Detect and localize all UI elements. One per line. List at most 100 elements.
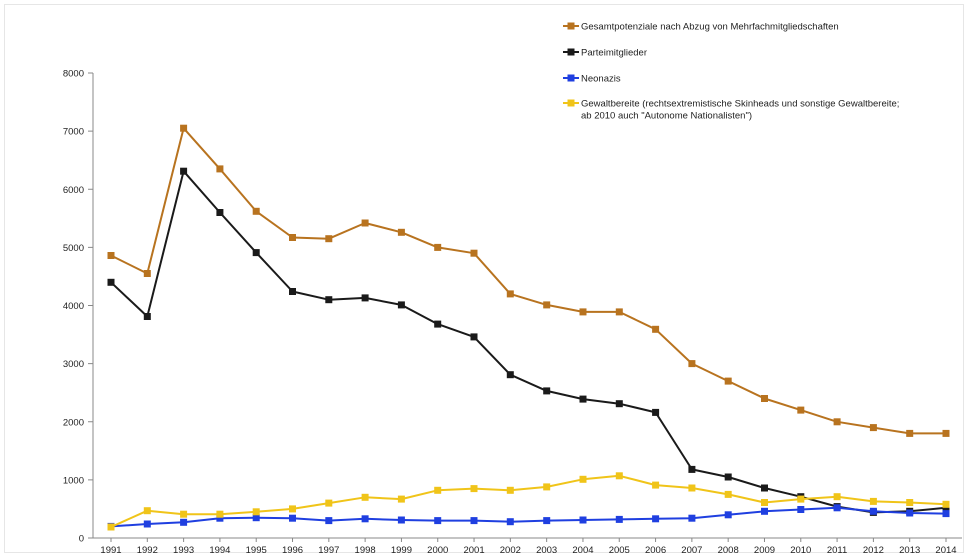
legend-label: ab 2010 auch "Autonome Nationalisten") [581, 111, 752, 122]
data-point [107, 252, 115, 259]
data-point [107, 278, 115, 286]
data-point [688, 514, 696, 522]
y-tick-label: 6000 [63, 185, 84, 196]
data-point [361, 515, 369, 523]
data-point [869, 497, 877, 505]
data-point [797, 495, 805, 503]
x-tick-label: 1993 [173, 545, 194, 556]
series-line [110, 127, 946, 435]
data-point [615, 400, 623, 408]
data-point [652, 515, 660, 523]
data-point [833, 504, 841, 512]
series-4 [107, 472, 950, 531]
x-tick-label: 1991 [100, 545, 121, 556]
x-tick-label: 1997 [318, 545, 339, 556]
data-point [543, 387, 551, 395]
y-tick-label: 5000 [63, 243, 84, 254]
data-point [942, 510, 950, 518]
legend: Gesamtpotenziale nach Abzug von Mehrfach… [563, 22, 899, 122]
data-point [761, 499, 768, 506]
data-point [942, 500, 950, 508]
data-point [216, 510, 224, 518]
data-point [180, 167, 188, 175]
data-point [180, 124, 188, 132]
data-point [543, 483, 551, 491]
data-point [506, 518, 514, 526]
data-point [688, 465, 696, 473]
data-point [325, 517, 333, 525]
data-point [252, 249, 260, 257]
data-point [397, 495, 405, 503]
x-tick-label: 2014 [935, 545, 956, 556]
data-point [688, 360, 696, 368]
series-1 [107, 124, 950, 437]
x-tick-label: 2012 [863, 545, 884, 556]
legend-entry-2: Parteimitglieder [563, 48, 647, 59]
legend-swatch-marker [567, 48, 575, 56]
y-tick-label: 8000 [63, 69, 84, 80]
x-tick-label: 2009 [754, 545, 775, 556]
data-point [252, 514, 260, 522]
data-point [434, 320, 442, 328]
data-point [143, 313, 151, 320]
x-tick-label: 2007 [681, 545, 702, 556]
data-point [833, 418, 841, 426]
legend-entry-4: Gewaltbereite (rechtsextremistische Skin… [563, 99, 899, 122]
data-point [143, 507, 151, 515]
data-point [761, 484, 768, 492]
x-tick-label: 2000 [427, 545, 448, 556]
data-point [434, 243, 442, 251]
data-point [325, 499, 333, 507]
data-point [652, 408, 660, 416]
data-point [216, 514, 224, 522]
data-point [543, 301, 551, 309]
data-point [797, 406, 805, 414]
x-tick-label: 2001 [463, 545, 484, 556]
x-tick-label: 2013 [899, 545, 920, 556]
data-point [216, 209, 224, 216]
data-point [906, 509, 914, 517]
series-line [110, 474, 947, 528]
data-point [724, 473, 732, 481]
data-point [615, 308, 623, 316]
data-point [869, 507, 877, 515]
data-point [579, 516, 587, 524]
data-point [652, 481, 660, 489]
data-point [289, 514, 296, 522]
data-point [434, 517, 442, 525]
data-point [289, 288, 296, 295]
data-point [180, 510, 188, 518]
x-tick-label: 2008 [718, 545, 739, 556]
y-tick-label: 2000 [63, 417, 84, 428]
legend-label: Neonazis [581, 74, 621, 85]
y-tick-label: 0 [79, 534, 84, 545]
data-point [289, 505, 296, 513]
data-point [289, 234, 296, 241]
data-point [252, 207, 260, 215]
x-tick-label: 2004 [572, 545, 593, 556]
data-point [833, 493, 841, 501]
data-point [761, 395, 768, 402]
data-point [397, 516, 405, 524]
data-point [361, 294, 369, 302]
x-tick-label: 1998 [355, 545, 376, 556]
data-point [652, 325, 660, 333]
data-point [107, 523, 115, 531]
series-line [110, 506, 947, 528]
data-point [506, 290, 514, 298]
legend-swatch-marker [567, 22, 575, 30]
x-tick-label: 2005 [609, 545, 630, 556]
x-axis: 1991 1992 1993 1994 1995 1996 1997 1998 1999 2000… [93, 537, 962, 556]
data-point [906, 429, 914, 437]
data-point [470, 485, 478, 493]
data-point [434, 486, 442, 494]
data-point [143, 520, 151, 528]
y-axis: 0 1000 2000 3000 4000 5000 6000 7000 8000 [63, 69, 94, 545]
legend-swatch-marker [567, 99, 575, 107]
series-layer [107, 124, 950, 531]
data-point [579, 308, 587, 316]
x-tick-label: 2006 [645, 545, 666, 556]
data-point [688, 484, 696, 492]
x-tick-label: 1995 [246, 545, 267, 556]
data-point [869, 424, 877, 432]
